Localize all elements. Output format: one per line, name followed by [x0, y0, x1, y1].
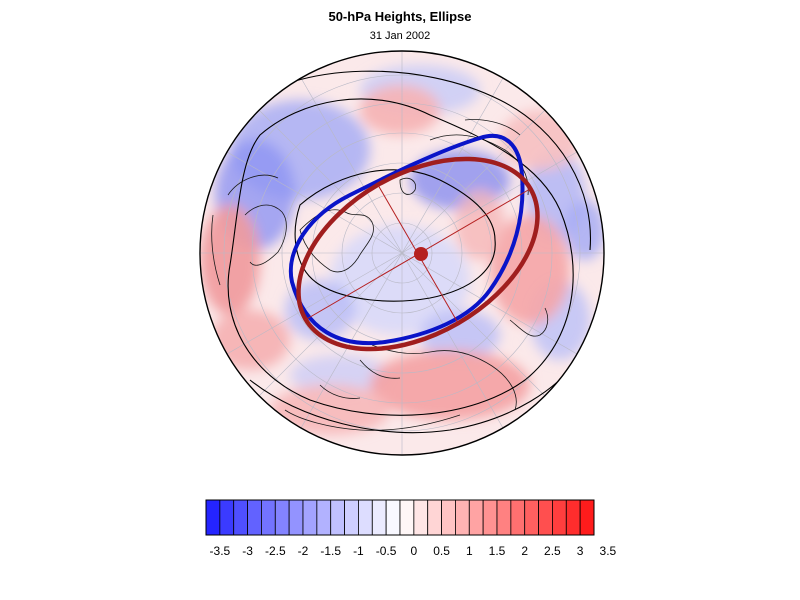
- colorbar-tick-label: -0.5: [376, 544, 397, 558]
- colorbar-swatch: [247, 499, 262, 536]
- colorbar-tick-label: -1.5: [320, 544, 341, 558]
- globe-outline: [199, 50, 605, 456]
- colorbar-tick-label: -3: [242, 544, 253, 558]
- colorbar-swatch: [538, 499, 553, 536]
- colorbar-tick-label: -3.5: [210, 544, 231, 558]
- anomaly-field: [200, 51, 604, 455]
- polar-map: [199, 50, 605, 456]
- map-title: 50-hPa Heights, Ellipse: [328, 9, 472, 24]
- colorbar-tick-label: 1.5: [489, 544, 506, 558]
- colorbar-swatch: [441, 499, 456, 536]
- colorbar-tick-label: 2: [521, 544, 528, 558]
- colorbar-swatch: [358, 499, 373, 536]
- colorbar-swatch: [205, 499, 221, 536]
- colorbar-tick-label: -2: [298, 544, 309, 558]
- colorbar-tick-label: -2.5: [265, 544, 286, 558]
- colorbar-swatch: [427, 499, 442, 536]
- vortex-edge-contour: [288, 133, 525, 345]
- colorbar-tick-label: 3: [577, 544, 584, 558]
- fitted-ellipse: [296, 156, 540, 352]
- colorbar-swatch: [399, 499, 415, 536]
- graticule: [200, 51, 604, 455]
- colorbar-tick-label: -1: [353, 544, 364, 558]
- colorbar-swatch: [261, 499, 276, 536]
- colorbar-swatch: [510, 499, 526, 536]
- height-contours: [227, 70, 592, 434]
- colorbar-swatch: [330, 499, 345, 536]
- colorbar-swatch: [233, 499, 248, 536]
- colorbar-swatch: [455, 499, 470, 536]
- map-date: 31 Jan 2002: [369, 30, 431, 42]
- colorbar-swatch: [344, 499, 359, 536]
- colorbar-swatch: [482, 499, 498, 536]
- colorbar-swatch: [316, 499, 332, 536]
- colorbar-ticks: -3.5 -3 -2.5 -2 -1.5 -1 -0.5 0 0.5 1 1.5 2 2.5 3 3.5: [210, 544, 617, 558]
- colorbar-tick-label: 3.5: [600, 544, 617, 558]
- colorbar-swatch: [552, 499, 567, 536]
- colorbar-swatch: [579, 499, 595, 536]
- coastlines: [211, 119, 549, 431]
- colorbar-swatch: [371, 499, 387, 536]
- colorbar-swatch: [274, 499, 290, 536]
- colorbar-swatch: [302, 499, 318, 536]
- colorbar-swatch: [565, 499, 581, 536]
- colorbar-swatch: [413, 499, 429, 536]
- colorbar-swatch: [385, 499, 401, 536]
- colorbar-tick-label: 2.5: [544, 544, 561, 558]
- colorbar-swatch: [496, 499, 512, 536]
- colorbar-swatch: [468, 499, 484, 536]
- colorbar-swatch: [524, 499, 539, 536]
- ellipse-center-marker: [414, 247, 428, 261]
- colorbar-swatch: [219, 499, 235, 536]
- colorbar-tick-label: 0.5: [433, 544, 450, 558]
- colorbar-tick-label: 1: [466, 544, 473, 558]
- colorbar-swatch: [288, 499, 304, 536]
- colorbar-swatches: [205, 499, 595, 536]
- colorbar-frame: [205, 499, 595, 536]
- colorbar-tick-label: 0: [411, 544, 418, 558]
